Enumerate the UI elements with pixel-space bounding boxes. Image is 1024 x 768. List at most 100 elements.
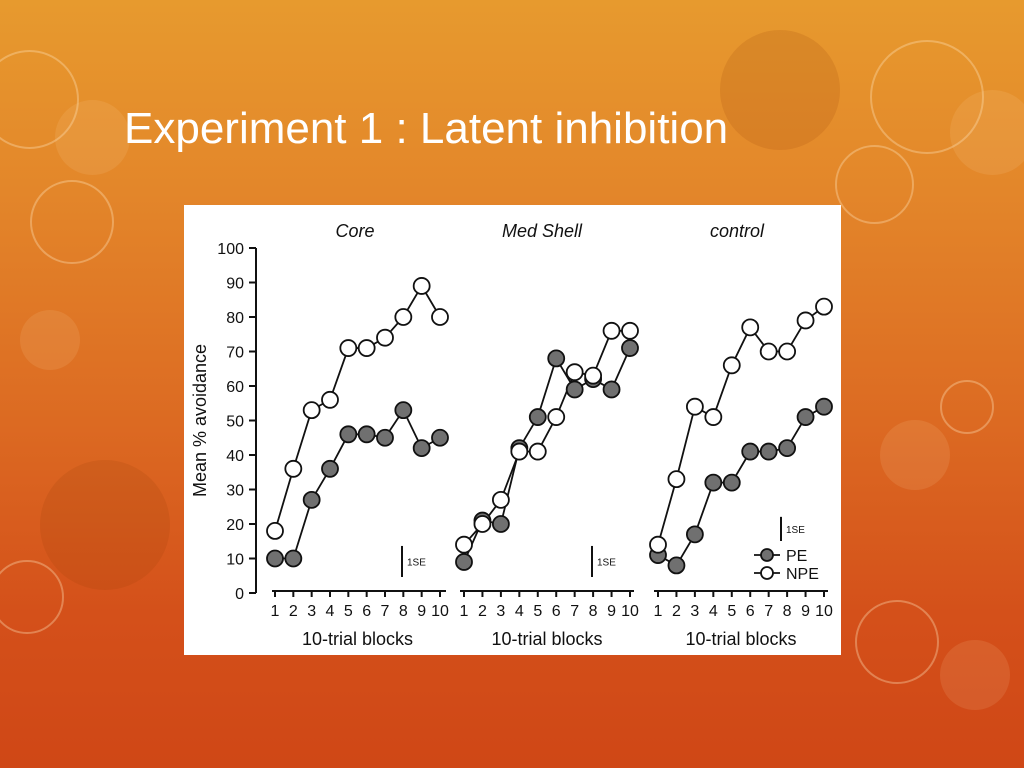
x-axis-label: 10-trial blocks — [302, 629, 413, 649]
data-point-pe — [759, 442, 778, 461]
data-point-npe — [266, 521, 284, 540]
bokeh-circle — [0, 560, 64, 634]
data-point-npe — [491, 490, 510, 509]
x-tick-label: 5 — [533, 603, 542, 620]
figure-panel: 0 10 20 30 40 50 60 70 80 90 100 Mean % avoidance Co… — [184, 205, 841, 655]
x-tick-label: 6 — [362, 603, 371, 620]
data-point-npe — [602, 321, 621, 340]
data-point-npe — [394, 308, 413, 326]
data-point-npe — [704, 408, 723, 426]
x-tick-label: 1 — [271, 603, 280, 620]
slide-title: Experiment 1 : Latent inhibition — [124, 104, 729, 153]
x-tick-label: 8 — [399, 603, 408, 620]
y-tick-label: 70 — [226, 345, 244, 362]
data-point-pe — [667, 556, 686, 575]
data-point-npe — [339, 339, 358, 357]
y-tick-label: 30 — [226, 483, 244, 500]
bokeh-circle — [0, 50, 79, 149]
x-tick-label: 10 — [815, 603, 833, 620]
data-point-npe — [722, 356, 741, 375]
y-tick-label: 20 — [226, 517, 244, 534]
series-line-npe — [274, 284, 441, 532]
x-tick-label: 10 — [431, 603, 449, 620]
x-tick-label: 7 — [764, 603, 773, 620]
bokeh-circle — [950, 90, 1024, 175]
x-tick-label: 7 — [570, 603, 579, 620]
x-tick-label: 4 — [515, 603, 524, 620]
bokeh-circle — [55, 100, 130, 175]
x-tick-label: 2 — [478, 603, 487, 620]
y-tick-label: 60 — [226, 379, 244, 396]
data-point-pe — [815, 397, 833, 416]
x-tick-label: 9 — [417, 603, 426, 620]
y-tick-label: 80 — [226, 310, 244, 327]
data-point-pe — [491, 515, 510, 533]
x-tick-label: 3 — [307, 603, 316, 620]
data-point-pe — [741, 442, 760, 461]
data-point-npe — [796, 311, 815, 330]
bokeh-circle — [30, 180, 114, 264]
data-point-npe — [284, 459, 303, 478]
data-point-npe — [455, 535, 473, 554]
data-point-npe — [547, 408, 566, 426]
x-axis-label: 10-trial blocks — [491, 629, 602, 649]
x-tick-label: 7 — [381, 603, 390, 620]
data-point-pe — [565, 380, 584, 399]
bokeh-circle — [835, 145, 914, 224]
x-tick-label: 4 — [326, 603, 335, 620]
bokeh-circle — [940, 380, 994, 434]
x-tick-label: 3 — [496, 603, 505, 620]
x-tick-label: 8 — [783, 603, 792, 620]
bokeh-circle — [40, 460, 170, 590]
data-point-npe — [528, 442, 547, 461]
data-point-npe — [584, 366, 603, 385]
x-tick-label: 1 — [654, 603, 663, 620]
data-point-npe — [357, 339, 376, 357]
data-point-pe — [302, 490, 321, 509]
x-tick-label: 4 — [709, 603, 718, 620]
bokeh-circle — [940, 640, 1010, 710]
legend-marker — [760, 548, 774, 562]
x-tick-label: 3 — [690, 603, 699, 620]
x-tick-label: 9 — [801, 603, 810, 620]
x-tick-label: 5 — [344, 603, 353, 620]
data-point-npe — [685, 397, 704, 416]
y-tick-label: 90 — [226, 276, 244, 293]
x-tick-label: 10 — [621, 603, 639, 620]
x-tick-label: 6 — [746, 603, 755, 620]
data-point-pe — [321, 459, 339, 478]
data-point-npe — [667, 470, 686, 489]
panel-title: Core — [335, 221, 374, 241]
data-point-pe — [704, 473, 723, 492]
bokeh-circle — [870, 40, 984, 154]
data-point-pe — [722, 473, 741, 492]
data-point-pe — [602, 380, 621, 399]
panel-title: Med Shell — [502, 221, 583, 241]
y-tick-label: 10 — [226, 552, 244, 569]
data-point-npe — [741, 318, 760, 337]
x-tick-label: 2 — [289, 603, 298, 620]
data-point-pe — [796, 408, 815, 426]
x-tick-label: 1 — [460, 603, 469, 620]
data-point-npe — [778, 342, 797, 361]
panel-title: control — [710, 221, 765, 241]
legend-label: PE — [786, 548, 807, 565]
data-point-npe — [412, 277, 431, 295]
y-tick-label: 0 — [235, 586, 244, 603]
data-point-npe — [649, 535, 667, 554]
data-point-pe — [621, 339, 639, 357]
data-point-npe — [621, 321, 639, 340]
data-point-pe — [412, 439, 431, 458]
series-line-pe — [275, 408, 441, 560]
bokeh-circle — [720, 30, 840, 150]
y-tick-label: 40 — [226, 448, 244, 465]
x-tick-label: 5 — [727, 603, 736, 620]
data-point-pe — [266, 549, 284, 568]
data-point-npe — [376, 328, 394, 347]
y-axis-label: Mean % avoidance — [190, 344, 210, 497]
x-tick-label: 2 — [672, 603, 681, 620]
data-point-npe — [302, 401, 321, 420]
data-point-pe — [778, 439, 797, 458]
data-point-pe — [284, 549, 303, 568]
series-line-npe — [463, 329, 630, 546]
